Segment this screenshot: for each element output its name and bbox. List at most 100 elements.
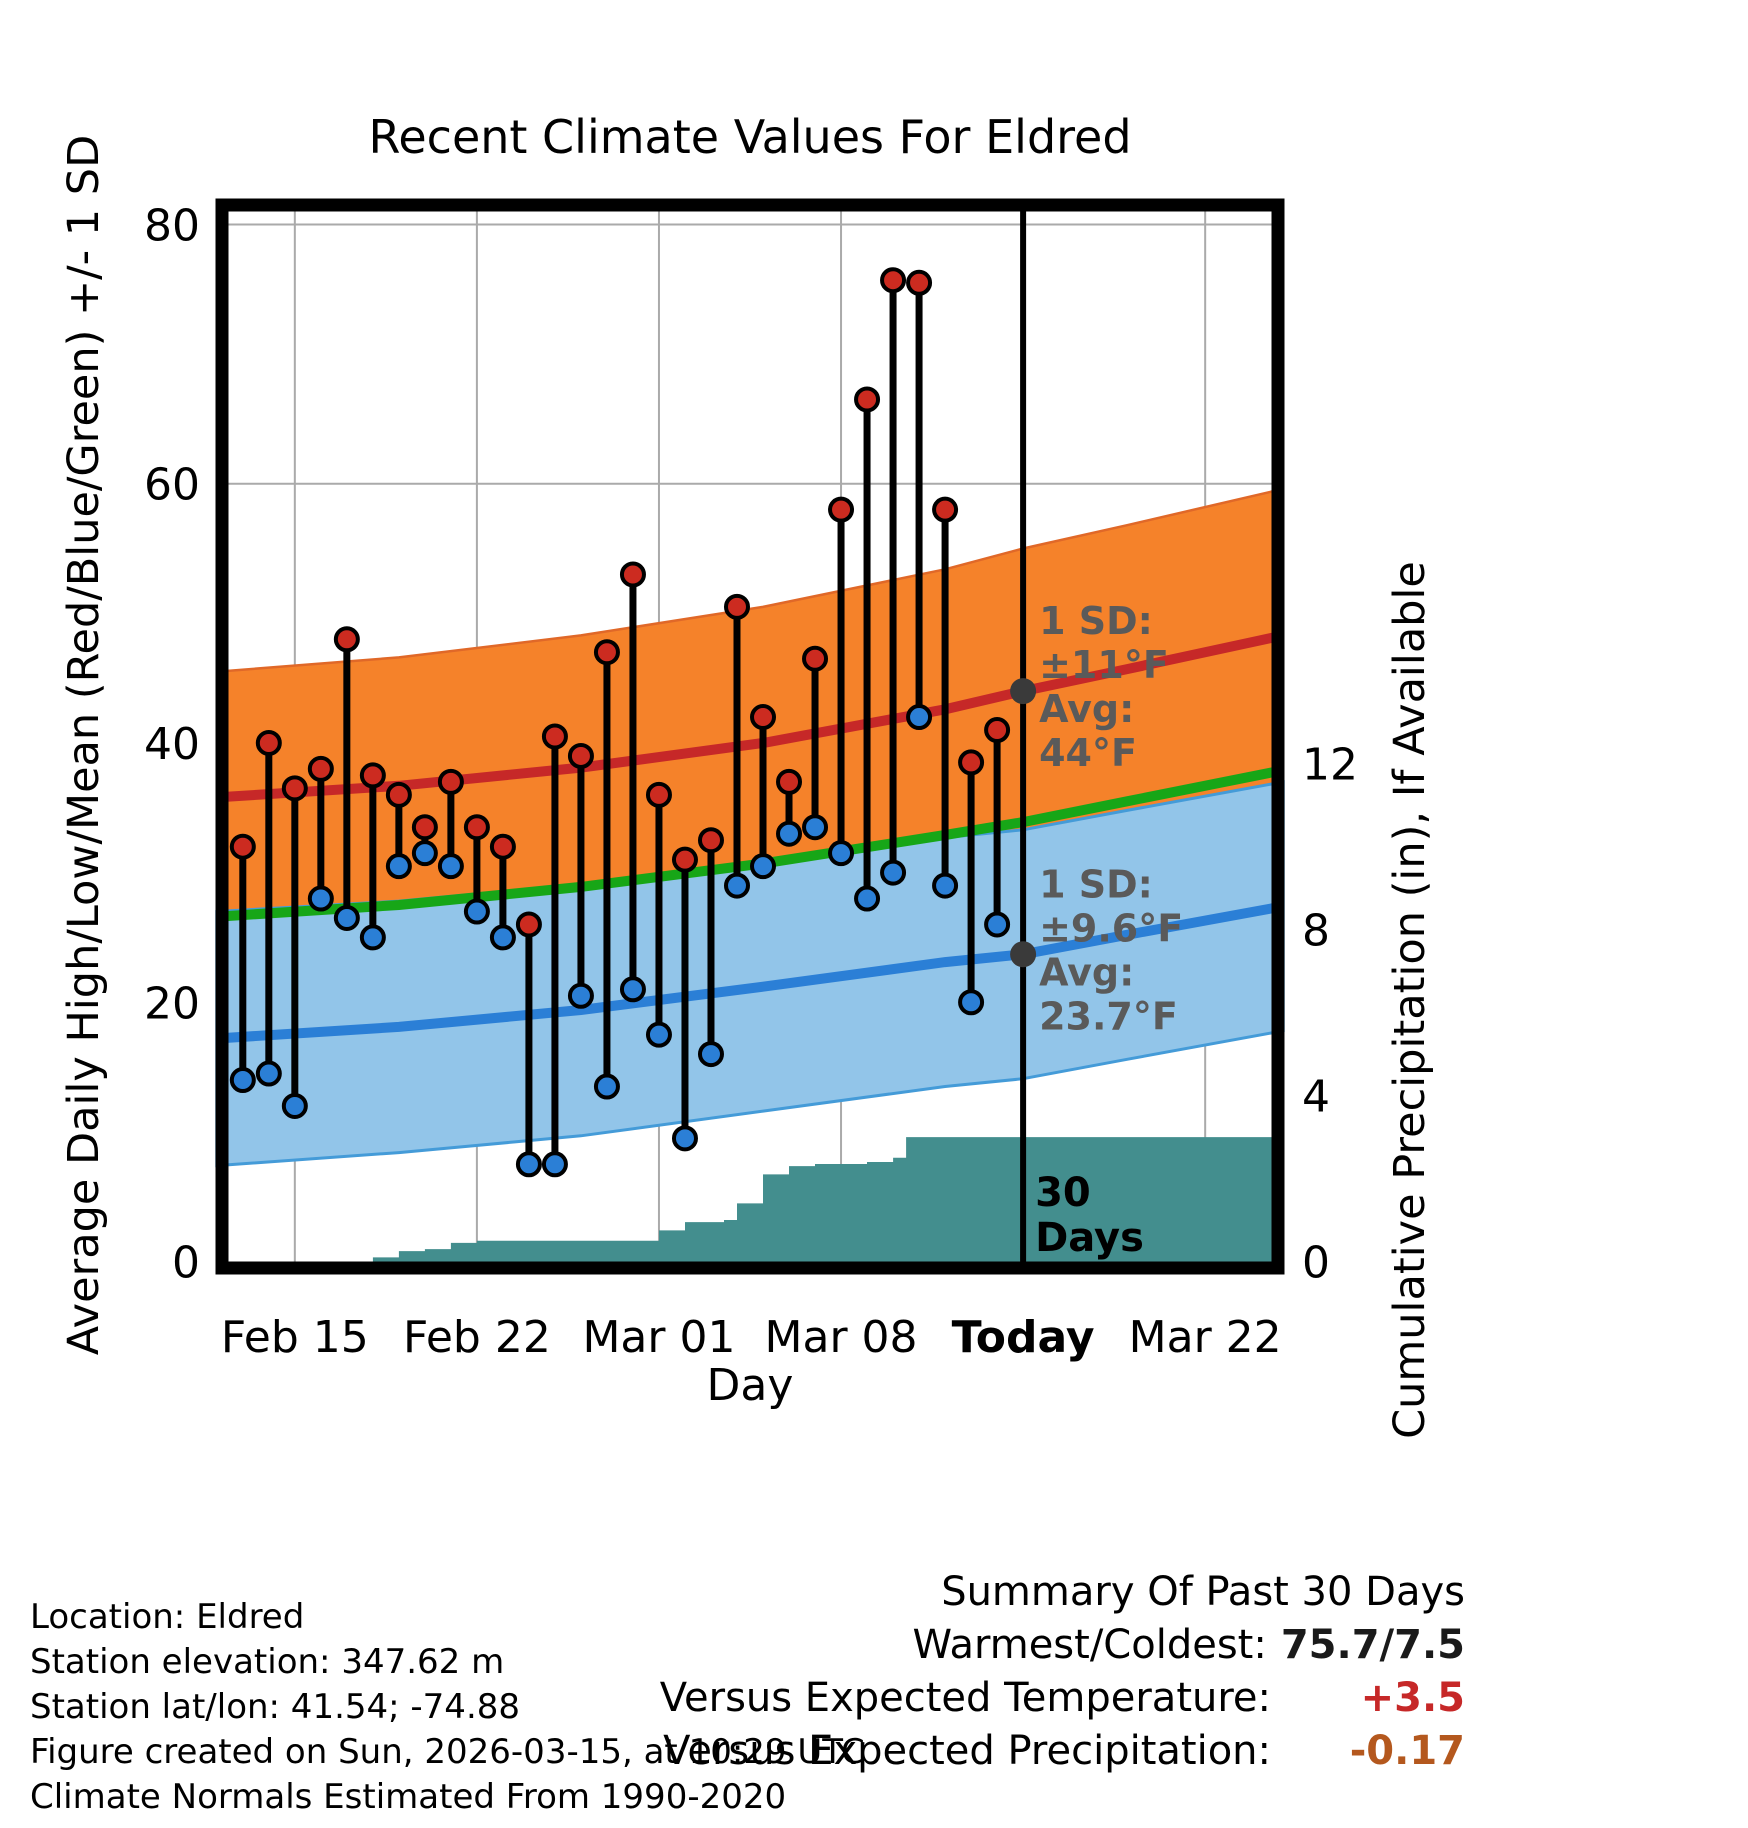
daily-high-dot <box>541 723 568 750</box>
daily-high-dot <box>255 729 282 756</box>
y-right-tick-label: 8 <box>1302 906 1330 957</box>
y-axis-left-label: Average Daily High/Low/Mean (Red/Blue/Gr… <box>59 134 109 1356</box>
daily-high-dot <box>958 749 985 776</box>
daily-high-dot <box>750 704 777 731</box>
low-annotation-label: Avg: <box>1039 950 1134 994</box>
daily-high-dot <box>333 626 360 653</box>
x-tick-label: Mar 22 <box>1129 1312 1282 1363</box>
high-annotation-label: ±11°F <box>1039 643 1169 687</box>
y-right-tick-label: 12 <box>1302 740 1358 791</box>
daily-high-dot <box>906 269 933 296</box>
low-annotation-label: 1 SD: <box>1039 862 1153 906</box>
summary-row-label: Warmest/Coldest: <box>912 1622 1267 1668</box>
x-tick-label: Mar 01 <box>582 1312 735 1363</box>
y-left-tick-label: 0 <box>172 1238 200 1289</box>
daily-high-dot <box>385 781 412 808</box>
daily-low-dot <box>307 885 334 912</box>
summary-panel: Summary Of Past 30 Days Warmest/Coldest:… <box>660 1566 1465 1778</box>
summary-row-value: -0.17 <box>1349 1728 1465 1774</box>
daily-low-dot <box>437 853 464 880</box>
daily-high-dot <box>880 267 907 294</box>
daily-high-dot <box>515 911 542 938</box>
y-axis-right-label: Cumulative Precipitation (in), If Availa… <box>1385 561 1435 1439</box>
daily-high-dot <box>984 717 1011 744</box>
daily-low-dot <box>463 898 490 925</box>
y-left-tick-label: 60 <box>144 460 200 511</box>
metadata-normals: Climate Normals Estimated From 1990-2020 <box>30 1777 787 1817</box>
daily-high-dot <box>281 775 308 802</box>
daily-low-dot <box>776 820 803 847</box>
daily-low-dot <box>255 1060 282 1087</box>
y-left-tick-label: 40 <box>144 719 200 770</box>
daily-high-dot <box>619 561 646 588</box>
daily-high-dot <box>307 755 334 782</box>
daily-low-dot <box>958 989 985 1016</box>
x-tick-label: Mar 08 <box>765 1312 918 1363</box>
metadata-location: Location: Eldred <box>30 1597 305 1637</box>
high-annotation-label: Avg: <box>1039 687 1134 731</box>
daily-high-dot <box>567 742 594 769</box>
daily-low-dot <box>229 1067 256 1094</box>
daily-high-dot <box>697 827 724 854</box>
summary-row-value: 75.7/7.5 <box>1280 1622 1465 1668</box>
daily-low-dot <box>515 1151 542 1178</box>
summary-row-vs-temperature: Versus Expected Temperature: +3.5 <box>660 1672 1465 1725</box>
daily-low-dot <box>854 885 881 912</box>
daily-low-dot <box>541 1151 568 1178</box>
x-axis-label: Day <box>706 1360 794 1411</box>
daily-low-dot <box>619 976 646 1003</box>
daily-low-dot <box>385 853 412 880</box>
daily-high-dot <box>489 833 516 860</box>
metadata-elevation: Station elevation: 347.62 m <box>30 1642 505 1682</box>
daily-low-dot <box>932 872 959 899</box>
x-tick-label: Today <box>952 1312 1095 1363</box>
daily-high-dot <box>593 639 620 666</box>
daily-low-dot <box>697 1041 724 1068</box>
summary-title: Summary Of Past 30 Days <box>941 1569 1465 1615</box>
daily-high-dot <box>229 833 256 860</box>
y-right-tick-label: 0 <box>1302 1238 1330 1289</box>
y-right-tick-label: 4 <box>1302 1072 1330 1123</box>
summary-row-value: +3.5 <box>1360 1675 1465 1721</box>
daily-high-dot <box>437 768 464 795</box>
daily-low-dot <box>281 1092 308 1119</box>
mean-normal-line <box>216 765 1285 922</box>
daily-high-dot <box>359 762 386 789</box>
daily-low-dot <box>802 814 829 841</box>
daily-low-dot <box>333 904 360 931</box>
y-left-tick-label: 20 <box>144 978 200 1029</box>
daily-low-dot <box>489 924 516 951</box>
figure-metadata: Location: Eldred Station elevation: 347.… <box>30 1595 865 1820</box>
climate-plot: 0 20 40 60 80 0 4 8 12 Feb 15 Feb 22 Mar 01 Mar 08 To… <box>144 198 1358 1363</box>
daily-high-dot <box>932 496 959 523</box>
high-annotation-dot <box>1010 678 1037 705</box>
daily-low-dot <box>906 704 933 731</box>
daily-high-dot <box>645 781 672 808</box>
daily-high-dot <box>802 645 829 672</box>
daily-high-dot <box>828 496 855 523</box>
summary-row-label: Versus Expected Precipitation: <box>663 1728 1271 1774</box>
chart-title: Recent Climate Values For Eldred <box>368 110 1132 164</box>
period-label: 30 <box>1035 1170 1091 1216</box>
high-annotation-label: 1 SD: <box>1039 599 1153 643</box>
daily-high-dot <box>776 768 803 795</box>
daily-low-dot <box>828 840 855 867</box>
low-annotation-label: 23.7°F <box>1039 994 1178 1038</box>
x-tick-label: Feb 15 <box>221 1312 369 1363</box>
metadata-created: Figure created on Sun, 2026-03-15, at 10… <box>30 1732 865 1772</box>
high-annotation-label: 44°F <box>1039 731 1137 775</box>
period-label: Days <box>1035 1215 1144 1261</box>
daily-low-dot <box>411 840 438 867</box>
low-annotation-dot <box>1010 941 1037 968</box>
daily-low-dot <box>671 1125 698 1152</box>
high-avg-line <box>216 630 1285 803</box>
x-tick-label: Feb 22 <box>403 1312 551 1363</box>
summary-row-label: Versus Expected Temperature: <box>659 1675 1271 1721</box>
daily-low-dot <box>723 872 750 899</box>
low-annotation-label: ±9.6°F <box>1039 906 1183 950</box>
summary-row-warmest-coldest: Warmest/Coldest: 75.7/7.5 <box>660 1619 1465 1672</box>
metadata-latlon: Station lat/lon: 41.54; -74.88 <box>30 1687 521 1727</box>
y-left-tick-label: 80 <box>144 200 200 251</box>
daily-low-dot <box>984 911 1011 938</box>
daily-low-dot <box>645 1021 672 1048</box>
